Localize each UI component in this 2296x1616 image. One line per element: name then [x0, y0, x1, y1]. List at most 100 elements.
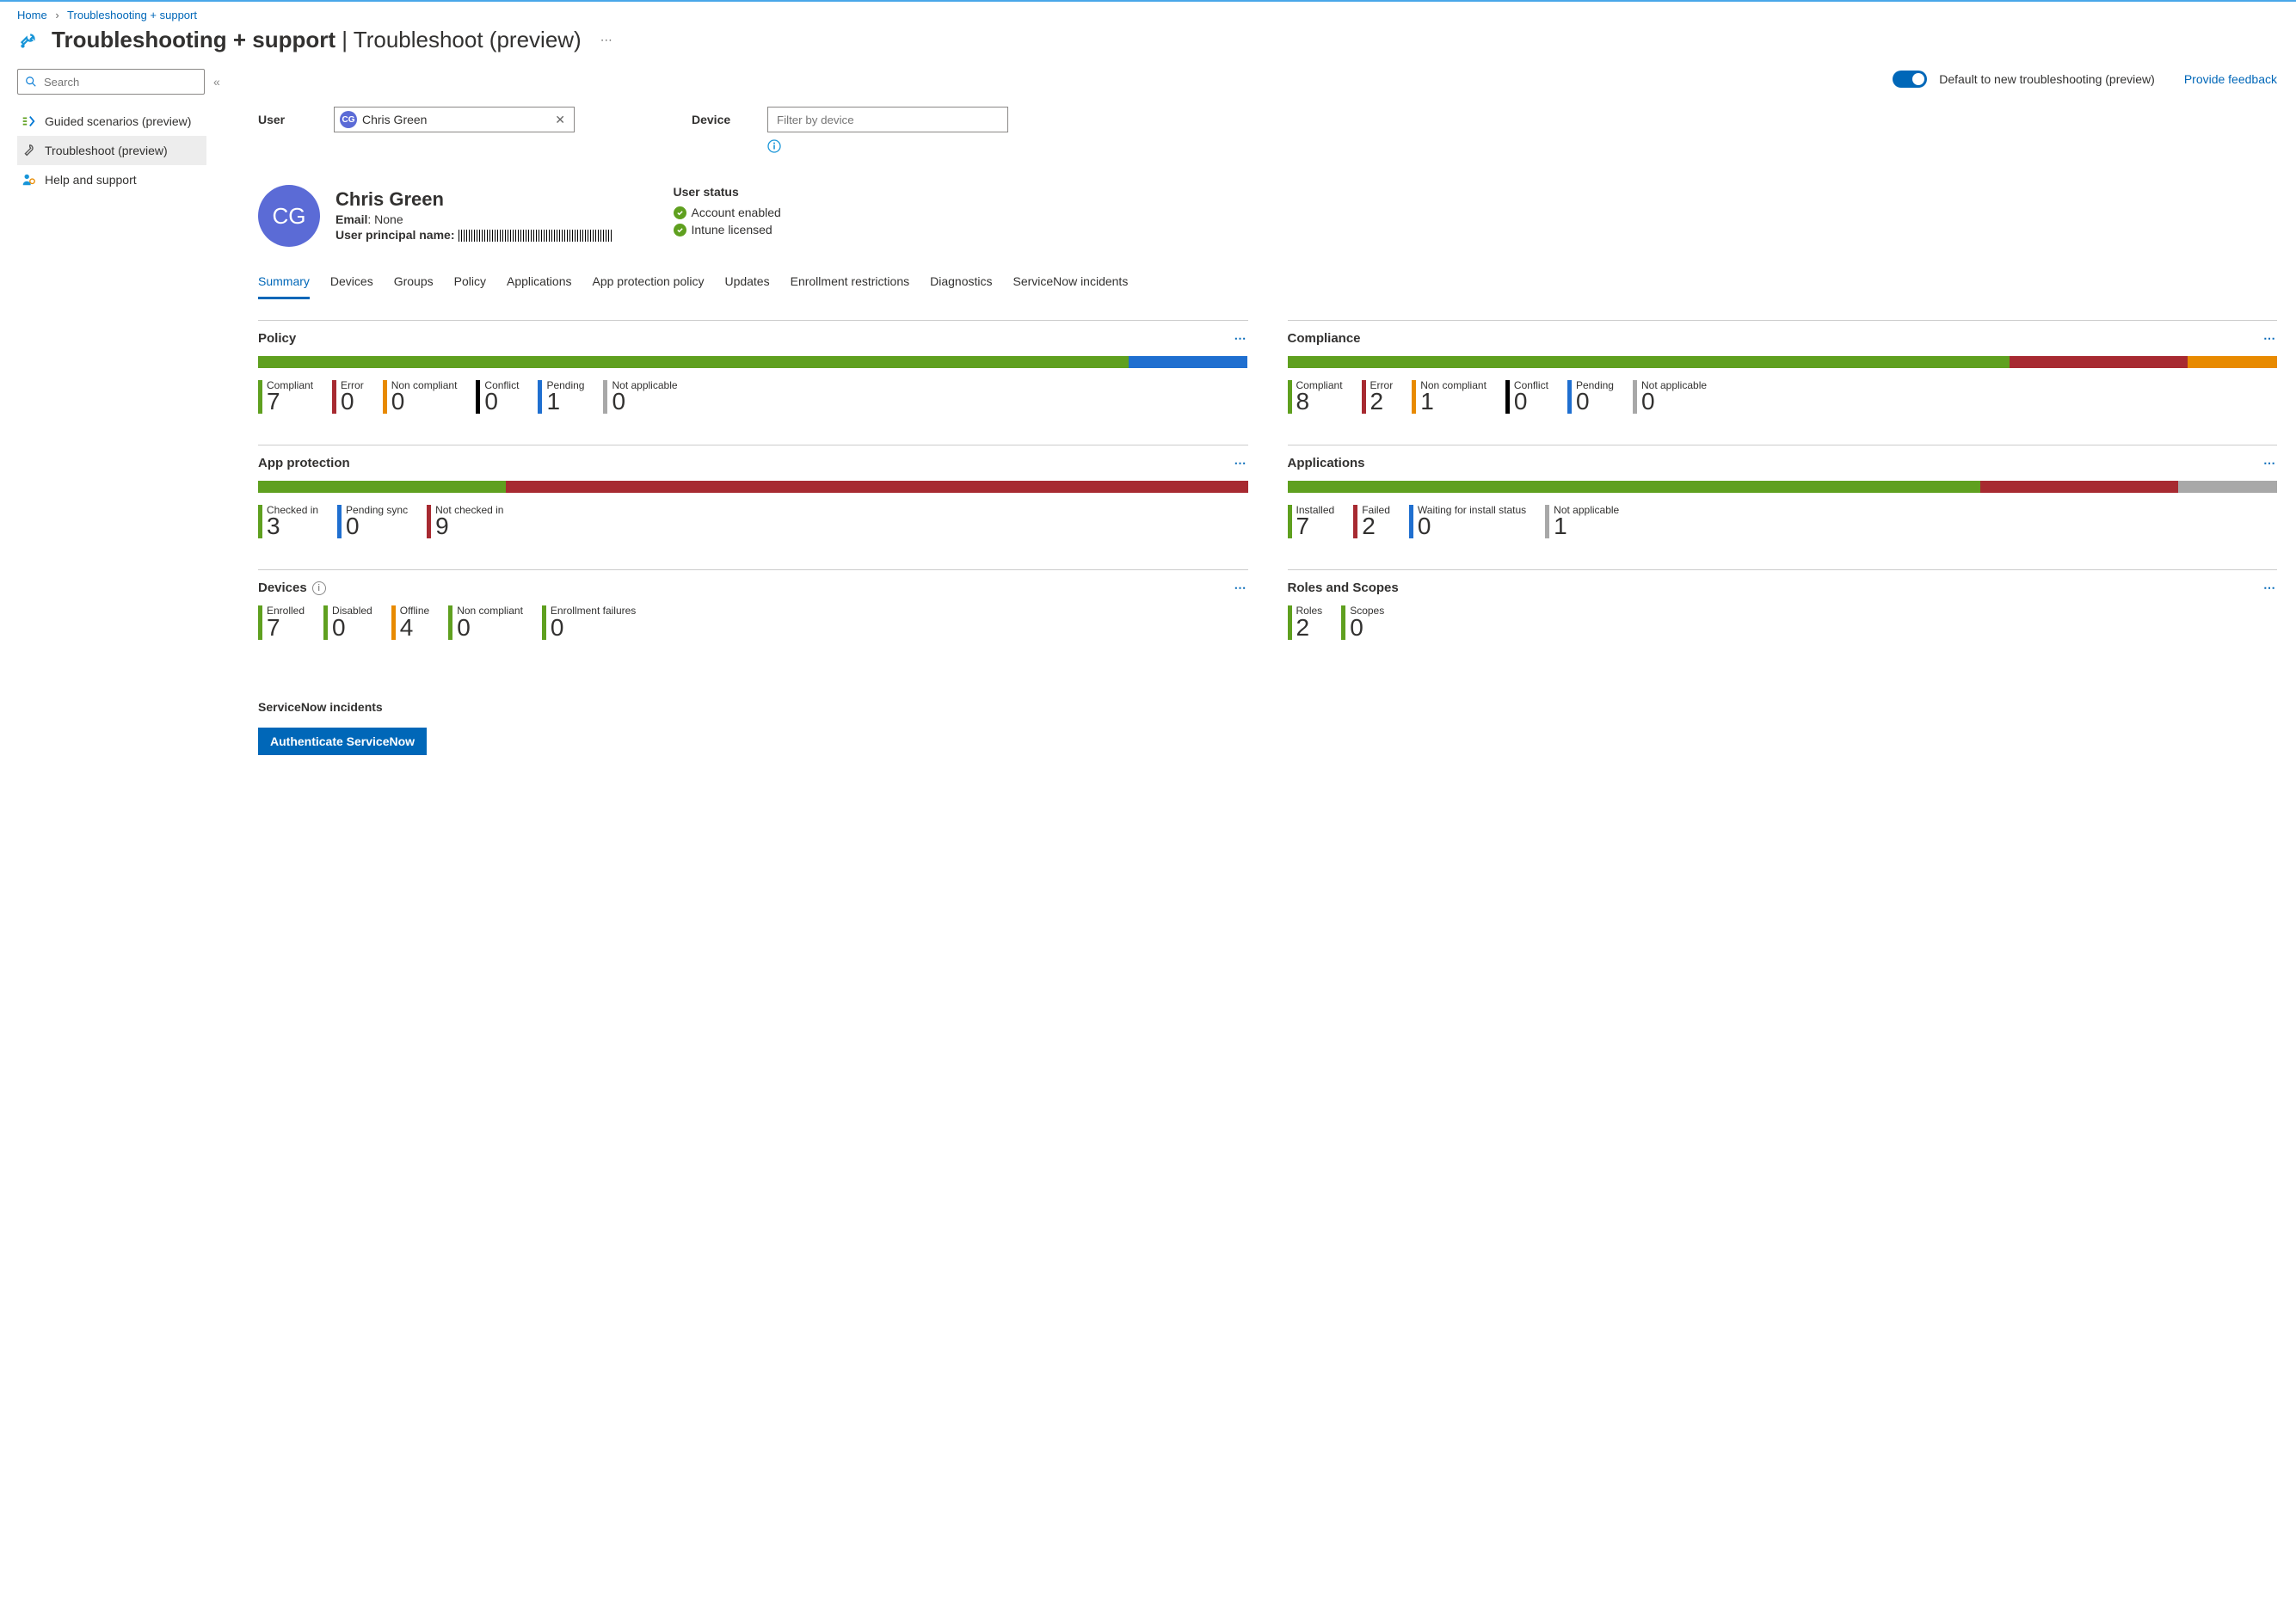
- tab-applications[interactable]: Applications: [507, 267, 572, 299]
- tab-groups[interactable]: Groups: [394, 267, 434, 299]
- user-status-title: User status: [674, 185, 781, 199]
- card-title: Applications: [1288, 456, 1365, 470]
- metric-value: 9: [435, 514, 503, 538]
- metric-pending[interactable]: Pending0: [1567, 380, 1614, 414]
- device-filter-field[interactable]: [775, 113, 1000, 127]
- user-avatar: CG: [258, 185, 320, 247]
- breadcrumb-home[interactable]: Home: [17, 9, 47, 22]
- metric-value: 7: [267, 616, 305, 640]
- card-applications: Applications ⋯ Installed7 Failed2 Waiting fo…: [1288, 445, 2278, 538]
- metric-offline[interactable]: Offline4: [391, 605, 429, 639]
- status-intune-licensed: Intune licensed: [674, 223, 781, 237]
- user-name: Chris Green: [335, 188, 613, 211]
- status-bar: [1288, 356, 2278, 368]
- device-info-icon[interactable]: [767, 139, 1008, 156]
- tab-summary[interactable]: Summary: [258, 267, 310, 299]
- metric-conflict[interactable]: Conflict0: [1505, 380, 1548, 414]
- sidebar-item-troubleshoot[interactable]: Troubleshoot (preview): [17, 136, 206, 165]
- card-more-icon[interactable]: ⋯: [2263, 331, 2277, 346]
- status-bar: [258, 356, 1248, 368]
- metric-non-compliant[interactable]: Non compliant1: [1412, 380, 1487, 414]
- user-filter-label: User: [258, 113, 310, 126]
- metric-failed[interactable]: Failed2: [1353, 505, 1390, 538]
- tab-enrollment-restrictions[interactable]: Enrollment restrictions: [791, 267, 910, 299]
- check-icon: [674, 206, 686, 219]
- provide-feedback-link[interactable]: Provide feedback: [2184, 72, 2277, 86]
- check-icon: [674, 224, 686, 237]
- tab-diagnostics[interactable]: Diagnostics: [930, 267, 992, 299]
- metric-installed[interactable]: Installed7: [1288, 505, 1335, 538]
- user-upn: User principal name:: [335, 228, 613, 242]
- metric-conflict[interactable]: Conflict0: [476, 380, 519, 414]
- metric-scopes[interactable]: Scopes0: [1341, 605, 1384, 639]
- metric-value: 8: [1296, 390, 1343, 414]
- card-more-icon[interactable]: ⋯: [2263, 456, 2277, 470]
- card-more-icon[interactable]: ⋯: [1234, 456, 1248, 470]
- metric-value: 2: [1296, 616, 1323, 640]
- card-title: Policy: [258, 331, 296, 346]
- tab-updates[interactable]: Updates: [724, 267, 769, 299]
- metric-non-compliant[interactable]: Non compliant0: [448, 605, 523, 639]
- card-title: App protection: [258, 456, 350, 470]
- title-more-icon[interactable]: ⋯: [600, 33, 612, 47]
- authenticate-servicenow-button[interactable]: Authenticate ServiceNow: [258, 728, 427, 755]
- card-more-icon[interactable]: ⋯: [1234, 331, 1248, 346]
- metric-value: 0: [341, 390, 364, 414]
- sidebar-item-label: Help and support: [45, 173, 137, 187]
- user-chip-avatar: CG: [340, 111, 357, 128]
- metric-value: 0: [332, 616, 372, 640]
- metric-not-applicable[interactable]: Not applicable0: [1633, 380, 1707, 414]
- sidebar-item-guided-scenarios[interactable]: Guided scenarios (preview): [17, 107, 206, 136]
- status-account-enabled: Account enabled: [674, 206, 781, 219]
- metric-value: 0: [1641, 390, 1707, 414]
- metric-not-checked-in[interactable]: Not checked in9: [427, 505, 503, 538]
- metric-value: 0: [612, 390, 677, 414]
- card-title: Roles and Scopes: [1288, 581, 1399, 595]
- guided-scenarios-icon: [21, 114, 36, 129]
- metric-non-compliant[interactable]: Non compliant0: [383, 380, 458, 414]
- sidebar-search-input[interactable]: [42, 75, 197, 89]
- tab-app-protection-policy[interactable]: App protection policy: [592, 267, 704, 299]
- default-troubleshoot-toggle[interactable]: [1893, 71, 1927, 88]
- metric-value: 4: [400, 616, 429, 640]
- metric-value: 7: [1296, 514, 1335, 538]
- metric-compliant[interactable]: Compliant7: [258, 380, 313, 414]
- sidebar-item-help[interactable]: Help and support: [17, 165, 206, 194]
- card-more-icon[interactable]: ⋯: [1234, 581, 1248, 595]
- card-title: Compliance: [1288, 331, 1361, 346]
- breadcrumb: Home › Troubleshooting + support: [0, 2, 2296, 25]
- tab-servicenow-incidents[interactable]: ServiceNow incidents: [1013, 267, 1128, 299]
- metric-enrolled[interactable]: Enrolled7: [258, 605, 305, 639]
- metric-error[interactable]: Error2: [1362, 380, 1394, 414]
- metric-pending[interactable]: Pending1: [538, 380, 584, 414]
- tab-policy[interactable]: Policy: [454, 267, 486, 299]
- user-filter-input[interactable]: CG Chris Green ✕: [334, 107, 575, 132]
- metric-disabled[interactable]: Disabled0: [323, 605, 372, 639]
- tab-devices[interactable]: Devices: [330, 267, 373, 299]
- metric-waiting-for-install-status[interactable]: Waiting for install status0: [1409, 505, 1526, 538]
- metric-value: 0: [346, 514, 408, 538]
- device-filter-label: Device: [692, 113, 743, 126]
- metric-not-applicable[interactable]: Not applicable1: [1545, 505, 1619, 538]
- metric-pending-sync[interactable]: Pending sync0: [337, 505, 408, 538]
- device-filter-input[interactable]: [767, 107, 1008, 132]
- metric-compliant[interactable]: Compliant8: [1288, 380, 1343, 414]
- search-icon: [25, 76, 37, 88]
- metric-value: 0: [551, 616, 636, 640]
- metric-value: 1: [546, 390, 584, 414]
- metric-checked-in[interactable]: Checked in3: [258, 505, 318, 538]
- user-chip-clear-icon[interactable]: ✕: [555, 113, 569, 127]
- metric-value: 0: [391, 390, 458, 414]
- card-more-icon[interactable]: ⋯: [2263, 581, 2277, 595]
- card-policy: Policy ⋯ Compliant7 Error0 Non compliant0 Con…: [258, 320, 1248, 414]
- breadcrumb-current[interactable]: Troubleshooting + support: [67, 9, 197, 22]
- metric-not-applicable[interactable]: Not applicable0: [603, 380, 677, 414]
- info-icon[interactable]: i: [312, 581, 326, 595]
- card-app-protection: App protection ⋯ Checked in3 Pending sync0 N…: [258, 445, 1248, 538]
- metric-error[interactable]: Error0: [332, 380, 364, 414]
- toggle-label: Default to new troubleshooting (preview): [1939, 72, 2155, 86]
- tabs: Summary Devices Groups Policy Applications Ap…: [258, 267, 2277, 299]
- sidebar-search[interactable]: [17, 69, 205, 95]
- metric-roles[interactable]: Roles2: [1288, 605, 1323, 639]
- metric-enrollment-failures[interactable]: Enrollment failures0: [542, 605, 636, 639]
